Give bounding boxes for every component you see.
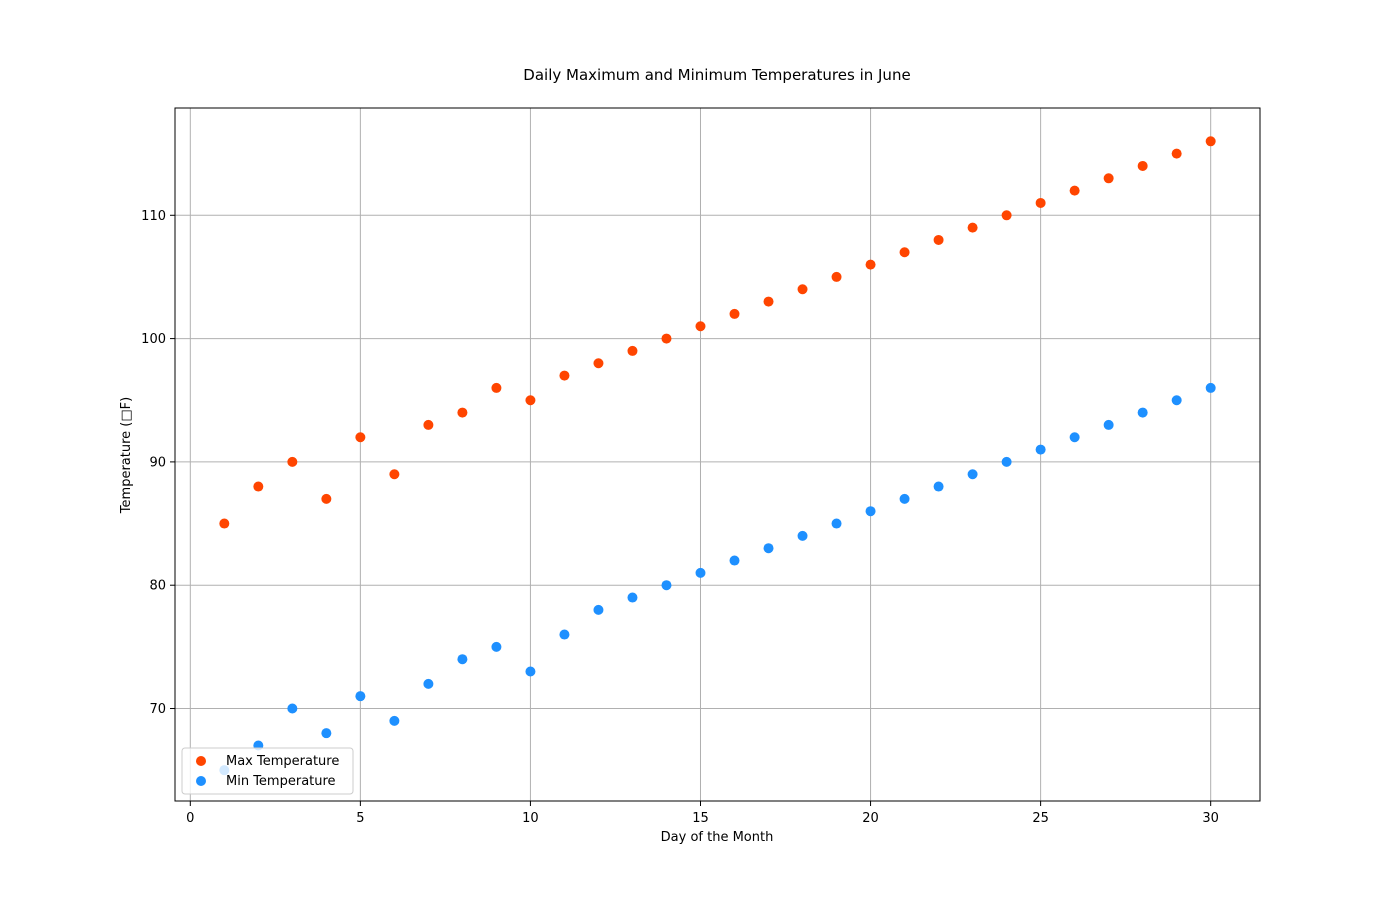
point-min-temperature bbox=[593, 604, 604, 615]
y-tick-label: 70 bbox=[149, 702, 166, 717]
x-tick-label: 15 bbox=[692, 811, 709, 826]
point-min-temperature bbox=[865, 506, 876, 517]
x-axis-label: Day of the Month bbox=[661, 830, 774, 845]
x-tick-label: 0 bbox=[186, 811, 194, 826]
point-min-temperature bbox=[933, 481, 944, 492]
point-min-temperature bbox=[1103, 419, 1114, 430]
point-max-temperature bbox=[559, 370, 570, 381]
point-min-temperature bbox=[967, 469, 978, 480]
axis-ticks: 0 5 10 15 20 25 30 70 80 90 100 110 bbox=[141, 209, 1219, 826]
point-max-temperature bbox=[1137, 160, 1148, 171]
point-min-temperature bbox=[423, 678, 434, 689]
x-tick-label: 20 bbox=[862, 811, 879, 826]
point-max-temperature bbox=[355, 432, 366, 443]
point-max-temperature bbox=[593, 358, 604, 369]
legend-marker-max bbox=[196, 756, 206, 766]
grid-lines bbox=[175, 108, 1260, 801]
y-tick-label: 90 bbox=[149, 455, 166, 470]
data-points bbox=[219, 136, 1216, 776]
point-max-temperature bbox=[695, 321, 706, 332]
point-max-temperature bbox=[1069, 185, 1080, 196]
point-max-temperature bbox=[865, 259, 876, 270]
x-tick-label: 30 bbox=[1202, 811, 1219, 826]
y-tick-label: 100 bbox=[141, 332, 166, 347]
point-min-temperature bbox=[831, 518, 842, 529]
point-max-temperature bbox=[661, 333, 672, 344]
point-max-temperature bbox=[287, 456, 298, 467]
y-tick-label: 110 bbox=[141, 209, 166, 224]
x-tick-label: 10 bbox=[522, 811, 539, 826]
point-max-temperature bbox=[321, 493, 332, 504]
point-min-temperature bbox=[695, 567, 706, 578]
point-max-temperature bbox=[763, 296, 774, 307]
point-min-temperature bbox=[1137, 407, 1148, 418]
point-max-temperature bbox=[1205, 136, 1216, 147]
x-tick-label: 5 bbox=[356, 811, 364, 826]
point-min-temperature bbox=[389, 715, 400, 726]
point-max-temperature bbox=[1171, 148, 1182, 159]
legend-marker-min bbox=[196, 776, 206, 786]
point-max-temperature bbox=[219, 518, 230, 529]
point-min-temperature bbox=[1069, 432, 1080, 443]
point-min-temperature bbox=[491, 641, 502, 652]
point-min-temperature bbox=[1035, 444, 1046, 455]
point-min-temperature bbox=[899, 493, 910, 504]
point-max-temperature bbox=[831, 271, 842, 282]
point-max-temperature bbox=[525, 395, 536, 406]
point-min-temperature bbox=[559, 629, 570, 640]
point-min-temperature bbox=[763, 543, 774, 554]
point-min-temperature bbox=[729, 555, 740, 566]
legend-box bbox=[181, 747, 354, 795]
plot-frame bbox=[174, 107, 1261, 802]
point-min-temperature bbox=[1171, 395, 1182, 406]
legend: Max Temperature Min Temperature bbox=[181, 747, 354, 795]
y-tick-label: 80 bbox=[149, 579, 166, 594]
point-min-temperature bbox=[457, 654, 468, 665]
point-min-temperature bbox=[525, 666, 536, 677]
point-max-temperature bbox=[491, 382, 502, 393]
point-max-temperature bbox=[457, 407, 468, 418]
x-tick-label: 25 bbox=[1032, 811, 1049, 826]
legend-label-max: Max Temperature bbox=[226, 754, 339, 769]
point-min-temperature bbox=[355, 691, 366, 702]
point-min-temperature bbox=[797, 530, 808, 541]
point-max-temperature bbox=[967, 222, 978, 233]
point-min-temperature bbox=[321, 728, 332, 739]
y-axis-label: Temperature (□F) bbox=[119, 397, 134, 514]
point-max-temperature bbox=[933, 234, 944, 245]
point-min-temperature bbox=[287, 703, 298, 714]
point-max-temperature bbox=[899, 247, 910, 258]
point-min-temperature bbox=[627, 592, 638, 603]
point-max-temperature bbox=[253, 481, 264, 492]
point-max-temperature bbox=[729, 308, 740, 319]
point-min-temperature bbox=[661, 580, 672, 591]
point-max-temperature bbox=[1103, 173, 1114, 184]
point-max-temperature bbox=[627, 345, 638, 356]
point-min-temperature bbox=[1205, 382, 1216, 393]
legend-label-min: Min Temperature bbox=[226, 774, 336, 789]
point-max-temperature bbox=[389, 469, 400, 480]
point-min-temperature bbox=[1001, 456, 1012, 467]
point-max-temperature bbox=[797, 284, 808, 295]
point-max-temperature bbox=[423, 419, 434, 430]
point-max-temperature bbox=[1035, 197, 1046, 208]
chart-title: Daily Maximum and Minimum Temperatures i… bbox=[523, 66, 910, 84]
point-max-temperature bbox=[1001, 210, 1012, 221]
